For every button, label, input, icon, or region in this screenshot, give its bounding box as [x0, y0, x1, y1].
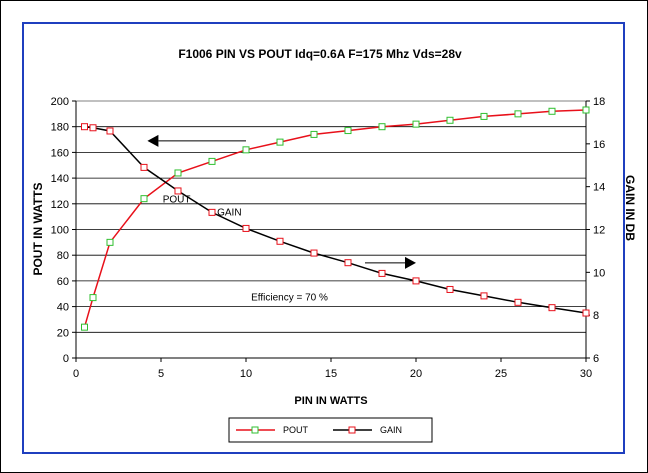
data-point-pout — [548, 107, 556, 115]
data-point-gain — [446, 285, 454, 293]
series-gain — [81, 123, 590, 317]
data-point-gain — [140, 163, 148, 171]
legend: POUT GAIN — [228, 417, 433, 443]
x-tick-label: 0 — [73, 368, 79, 380]
data-point-gain — [548, 304, 556, 312]
data-point-gain — [81, 123, 88, 131]
data-point-pout — [480, 112, 488, 120]
y2-tick-label: 8 — [593, 310, 599, 322]
data-point-pout — [344, 127, 352, 135]
annotations: POUT GAIN Efficiency = 70 % — [147, 134, 416, 303]
data-point-pout — [174, 169, 182, 177]
data-point-pout — [446, 116, 454, 124]
x-tick-label: 10 — [240, 368, 252, 380]
y-tick-label: 100 — [51, 225, 69, 237]
y-tick-label: 80 — [57, 250, 69, 262]
legend-marker-gain — [348, 426, 356, 434]
data-point-pout — [140, 195, 148, 203]
data-point-pout — [582, 106, 590, 114]
y2-tick-label: 10 — [593, 267, 605, 279]
arrow-right — [365, 256, 416, 269]
x-tick-label: 20 — [410, 368, 422, 380]
y-tick-label: 20 — [57, 327, 69, 339]
arrow-head — [405, 256, 416, 269]
x-tick-label: 5 — [158, 368, 164, 380]
data-point-gain — [344, 259, 352, 267]
legend-label-gain: GAIN — [380, 425, 402, 435]
arrow-left — [147, 134, 246, 147]
y-tick-label: 180 — [51, 122, 69, 134]
data-point-pout — [89, 294, 97, 302]
annotation: GAIN — [217, 208, 241, 219]
data-point-pout — [242, 146, 250, 154]
gridlines — [76, 126, 586, 333]
data-point-pout — [81, 323, 88, 331]
annotation: POUT — [163, 195, 191, 206]
arrow-head — [147, 134, 159, 147]
y2-axis-label: GAIN IN DB — [623, 175, 637, 241]
y-tick-label: 60 — [57, 276, 69, 288]
data-point-gain — [412, 277, 420, 285]
y-tick-label: 0 — [63, 353, 69, 365]
y2-tick-label: 12 — [593, 225, 605, 237]
y-tick-label: 140 — [51, 173, 69, 185]
y2-tick-label: 14 — [593, 182, 605, 194]
series-pout — [81, 106, 590, 331]
data-point-gain — [582, 309, 590, 317]
data-point-pout — [106, 238, 114, 246]
legend-marker-pout — [251, 426, 259, 434]
y-tick-label: 40 — [57, 302, 69, 314]
y2-tick-label: 18 — [593, 96, 605, 108]
y2-tick-label: 16 — [593, 139, 605, 151]
y-tick-label: 120 — [51, 199, 69, 211]
axes: 0204060801001201401601802006810121416180… — [51, 96, 606, 380]
y-tick-label: 200 — [51, 96, 69, 108]
y-tick-label: 160 — [51, 147, 69, 159]
annotation: Efficiency = 70 % — [251, 292, 328, 303]
x-tick-label: 30 — [580, 368, 592, 380]
x-tick-label: 25 — [495, 368, 507, 380]
chart-title: F1006 PIN VS POUT Idq=0.6A F=175 Mhz Vds… — [178, 47, 462, 61]
data-point-pout — [208, 157, 216, 165]
legend-label-pout: POUT — [283, 425, 309, 435]
data-point-pout — [276, 138, 284, 146]
data-point-gain — [276, 237, 284, 245]
y2-tick-label: 6 — [593, 353, 599, 365]
data-point-gain — [310, 249, 318, 257]
data-point-pout — [378, 123, 386, 131]
x-axis-label: PIN IN WATTS — [294, 395, 367, 407]
data-point-pout — [310, 130, 318, 138]
data-point-gain — [106, 127, 114, 135]
data-point-gain — [480, 292, 488, 300]
data-point-gain — [514, 298, 522, 306]
data-point-gain — [208, 208, 216, 216]
data-point-pout — [412, 120, 420, 128]
series-layer — [81, 106, 590, 331]
data-point-gain — [89, 124, 97, 132]
data-point-gain — [242, 224, 250, 232]
y-axis-label: POUT IN WATTS — [31, 182, 45, 275]
data-point-gain — [174, 187, 182, 195]
data-point-pout — [514, 110, 522, 118]
x-tick-label: 15 — [325, 368, 337, 380]
data-point-gain — [378, 269, 386, 277]
